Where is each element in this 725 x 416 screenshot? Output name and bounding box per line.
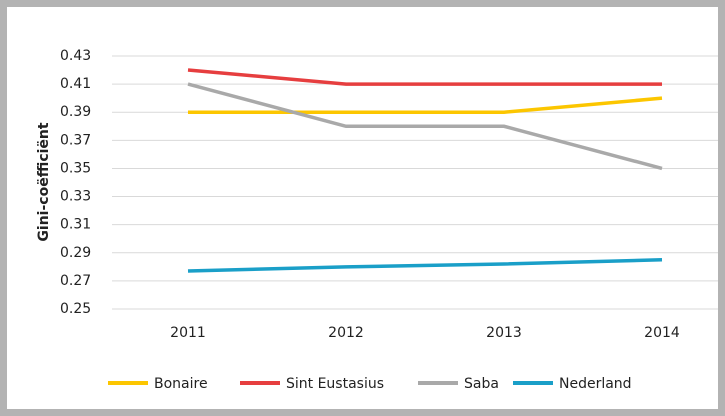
y-tick-label: 0.43 bbox=[60, 48, 91, 64]
y-tick-label: 0.27 bbox=[60, 273, 91, 289]
legend-label: Bonaire bbox=[154, 376, 208, 392]
x-tick-label: 2014 bbox=[644, 325, 680, 341]
legend-label: Saba bbox=[464, 376, 499, 392]
series-line bbox=[188, 96, 663, 114]
x-tick-label: 2013 bbox=[486, 325, 522, 341]
y-tick-label: 0.25 bbox=[60, 301, 91, 317]
y-axis-label: Gini-coëfficiënt bbox=[36, 122, 52, 241]
x-tick-label: 2012 bbox=[328, 325, 364, 341]
series-line bbox=[187, 82, 663, 171]
legend-label: Sint Eustasius bbox=[286, 376, 384, 392]
y-tick-label: 0.41 bbox=[60, 76, 91, 92]
y-tick-label: 0.37 bbox=[60, 132, 91, 148]
series-line bbox=[187, 68, 662, 86]
series-line bbox=[187, 258, 663, 273]
y-tick-label: 0.35 bbox=[60, 160, 91, 176]
x-tick-label: 2011 bbox=[170, 325, 206, 341]
y-tick-label: 0.39 bbox=[60, 104, 91, 120]
y-tick-label: 0.33 bbox=[60, 189, 91, 205]
legend-label: Nederland bbox=[559, 376, 632, 392]
y-tick-label: 0.29 bbox=[60, 245, 91, 261]
y-tick-label: 0.31 bbox=[60, 217, 91, 233]
